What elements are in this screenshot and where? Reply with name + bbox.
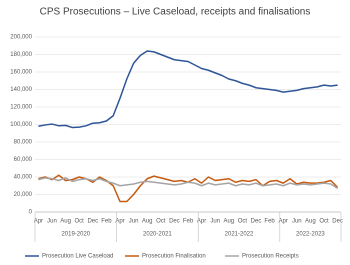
- y-tick-label: 20,000: [14, 192, 33, 198]
- x-tick-label: Dec: [332, 219, 343, 225]
- x-tick-label: Apr: [34, 219, 43, 225]
- x-tick-label: Aug: [223, 219, 234, 225]
- x-tick-label: Feb: [264, 219, 275, 225]
- x-tick-label: Feb: [183, 219, 194, 225]
- legend-label: Prosecution Finalisation: [142, 254, 206, 260]
- x-tick-label: Jun: [292, 219, 302, 225]
- y-tick-label: 140,000: [10, 87, 32, 93]
- y-tick-label: 40,000: [14, 175, 33, 181]
- x-tick-label: Aug: [305, 219, 316, 225]
- x-tick-label: Oct: [319, 219, 329, 225]
- x-tick-label: Jun: [210, 219, 220, 225]
- group-label: 2019-2020: [61, 232, 90, 238]
- chart-title: CPS Prosecutions – Live Caseload, receip…: [40, 7, 311, 18]
- x-tick-label: Feb: [101, 219, 112, 225]
- x-tick-label: Dec: [87, 219, 98, 225]
- x-tick-label: Apr: [279, 219, 288, 225]
- y-tick-label: 100,000: [10, 122, 32, 128]
- group-label: 2022-2023: [296, 232, 325, 238]
- x-tick-label: Aug: [142, 219, 153, 225]
- x-tick-label: Jun: [129, 219, 139, 225]
- group-label: 2021-2022: [225, 232, 254, 238]
- x-tick-label: Jun: [47, 219, 57, 225]
- y-tick-label: 200,000: [10, 35, 32, 41]
- x-tick-label: Oct: [156, 219, 166, 225]
- group-label: 2020-2021: [143, 232, 172, 238]
- x-tick-label: Oct: [238, 219, 248, 225]
- x-tick-label: Aug: [60, 219, 71, 225]
- legend-label: Prosecution Receipts: [242, 254, 299, 260]
- y-tick-label: 60,000: [14, 157, 33, 163]
- x-tick-label: Apr: [197, 219, 206, 225]
- y-tick-label: 180,000: [10, 52, 32, 58]
- x-tick-label: Dec: [169, 219, 180, 225]
- series-line: [38, 50, 338, 129]
- x-tick-label: Oct: [75, 219, 85, 225]
- x-tick-label: Apr: [115, 219, 124, 225]
- y-tick-label: 0: [29, 210, 33, 216]
- y-tick-label: 80,000: [14, 140, 33, 146]
- y-tick-label: 120,000: [10, 105, 32, 111]
- x-tick-label: Dec: [251, 219, 262, 225]
- y-tick-label: 160,000: [10, 70, 32, 76]
- legend-label: Prosecution Live Caseload: [42, 254, 113, 260]
- series-line: [38, 177, 339, 190]
